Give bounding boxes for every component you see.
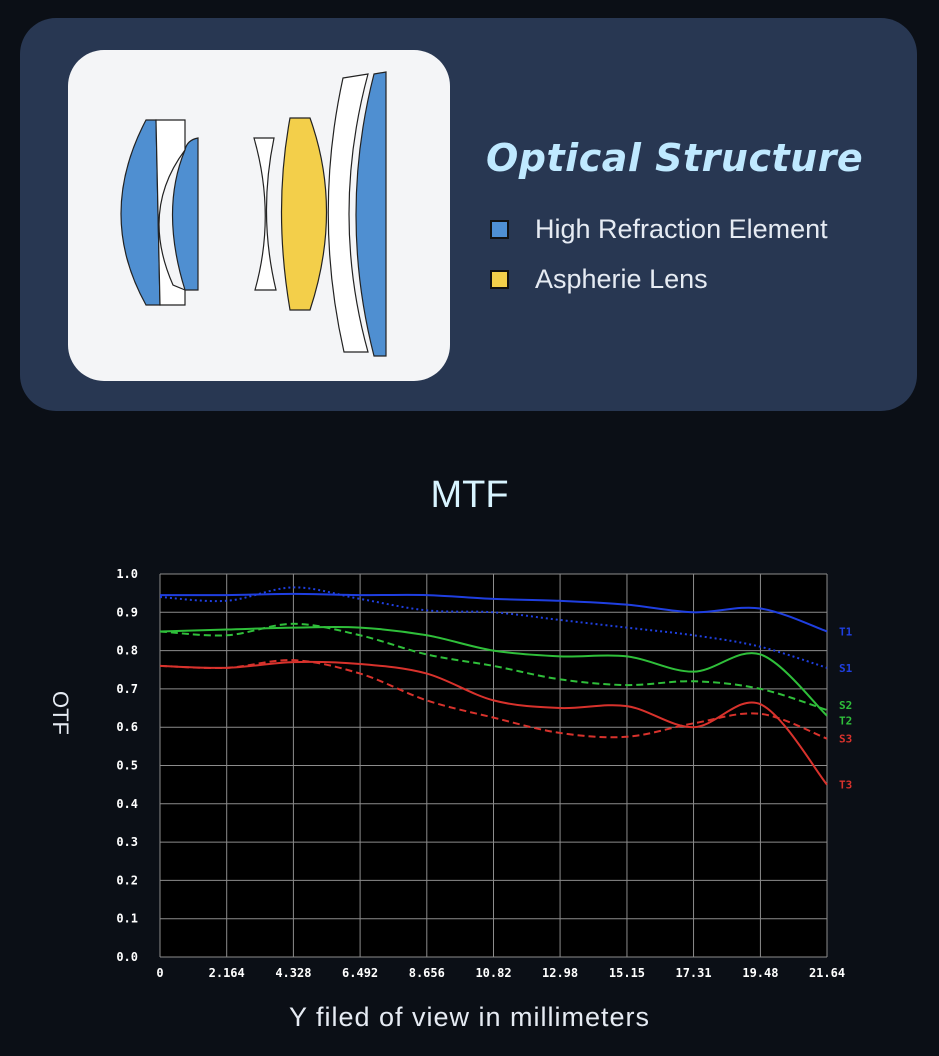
- series-line-t2: [159, 625, 828, 717]
- y-tick-label: 0.8: [116, 644, 138, 658]
- y-tick-label: 0.9: [116, 605, 138, 619]
- series-line-s2: [159, 622, 828, 711]
- legend-item-aspheric: Aspherie Lens: [490, 254, 828, 304]
- chart-title: MTF: [430, 474, 509, 516]
- y-tick-label: 0.7: [116, 682, 138, 696]
- y-tick-label: 0.5: [116, 759, 138, 773]
- lens-element-5-aspheric: [280, 117, 328, 311]
- series-label-s1: S1: [839, 662, 853, 675]
- y-tick-label: 0.1: [116, 912, 138, 926]
- series-line-t3: [159, 660, 828, 786]
- lens-element-2: [155, 119, 186, 306]
- x-tick-label: 12.98: [542, 966, 578, 980]
- series-label-t2: T2: [839, 715, 852, 728]
- legend-label: Aspherie Lens: [535, 263, 708, 294]
- lens-element-3: [171, 137, 199, 291]
- y-tick-label: 0.6: [116, 720, 138, 734]
- lens-element-6: [327, 73, 369, 353]
- y-tick-label: 0.3: [116, 835, 138, 849]
- legend-item-high-refraction: High Refraction Element: [490, 204, 828, 254]
- x-tick-label: 0: [156, 966, 163, 980]
- y-tick-label: 0.4: [116, 797, 138, 811]
- legend-label: High Refraction Element: [535, 213, 828, 244]
- series-line-s1: [159, 586, 828, 669]
- structure-title: Optical Structure: [486, 136, 864, 180]
- lens-element-1: [120, 119, 161, 306]
- optical-structure-card: Optical Structure High Refraction Elemen…: [20, 18, 917, 411]
- series-label-s2: S2: [839, 699, 852, 712]
- x-tick-label: 8.656: [409, 966, 445, 980]
- x-tick-label: 2.164: [209, 966, 245, 980]
- x-tick-label: 4.328: [275, 966, 311, 980]
- y-tick-label: 1.0: [116, 567, 138, 581]
- y-axis-label: OTF: [48, 691, 73, 735]
- lens-diagram-svg: [120, 71, 387, 357]
- lens-element-4: [253, 137, 277, 291]
- x-tick-label: 6.492: [342, 966, 378, 980]
- y-tick-label: 0.0: [116, 950, 138, 964]
- x-axis-label: Y filed of view in millimeters: [288, 1002, 651, 1032]
- series-line-t1: [159, 592, 828, 633]
- x-tick-label: 19.48: [742, 966, 778, 980]
- series-label-t1: T1: [839, 625, 853, 638]
- x-tick-label: 21.64: [809, 966, 845, 980]
- x-tick-label: 15.15: [609, 966, 645, 980]
- series-label-t3: T3: [839, 779, 852, 792]
- series-label-s3: S3: [839, 733, 852, 746]
- x-tick-label: 10.82: [475, 966, 511, 980]
- legend-swatch-blue: [490, 219, 509, 239]
- series-line-s3: [159, 659, 828, 740]
- x-tick-label: 17.31: [675, 966, 711, 980]
- y-tick-label: 0.2: [116, 873, 138, 887]
- lens-element-7: [355, 71, 387, 357]
- legend-swatch-yellow: [490, 269, 509, 289]
- structure-legend: High Refraction Element Aspherie Lens: [490, 204, 828, 304]
- lens-diagram: [68, 50, 450, 381]
